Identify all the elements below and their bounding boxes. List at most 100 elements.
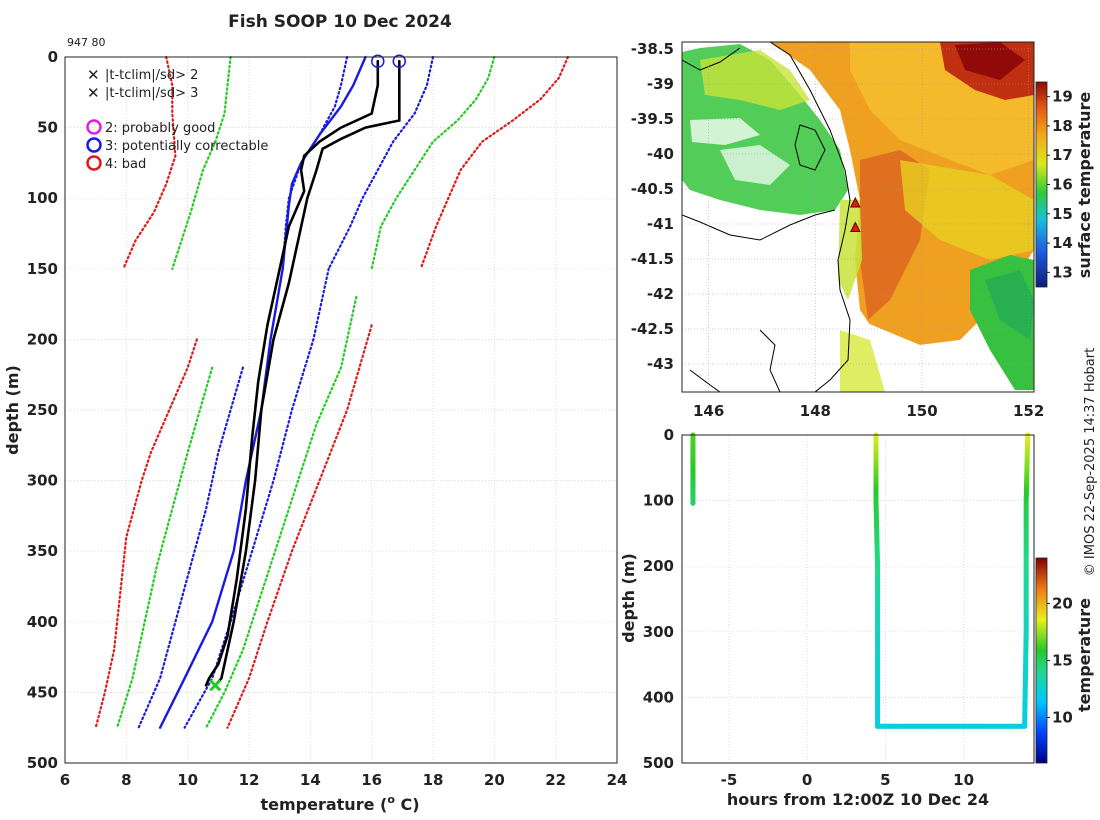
time-depth-y-label: depth (m)	[619, 553, 638, 643]
profile-series-line	[281, 55, 349, 270]
profile-y-tick-label: 450	[27, 683, 58, 701]
temperature-colorbar-tick-label: 20	[1052, 595, 1073, 613]
temperature-colorbar-tick-label: 10	[1052, 708, 1073, 726]
map-y-tick-label: -38.5	[631, 40, 674, 58]
footer-credit: © IMOS 22-Sep-2025 14:37 Hobart	[1083, 348, 1098, 576]
legend-red-cross-icon: ✕	[87, 84, 100, 102]
profile-series-line	[204, 59, 380, 687]
profile-x-tick-label: 8	[121, 771, 131, 789]
td-x-tick-label: 10	[953, 771, 974, 789]
profile-series-line	[183, 267, 330, 729]
legend-flag4-label: 4: bad	[105, 157, 146, 172]
legend-blue-circle-icon	[86, 137, 102, 153]
sst-colorbar-tick-label: 14	[1052, 234, 1073, 252]
profile-x-tick-label: 16	[361, 771, 382, 789]
sst-colorbar-label: surface temperature	[1075, 92, 1094, 279]
profile-x-ticks: 6 8 10 12 14 16 18 20 22 24	[60, 771, 628, 789]
profile-series-line	[327, 55, 435, 270]
time-depth-x-ticks: -5 0 5 10	[721, 771, 974, 789]
td-y-tick-label: 500	[643, 754, 674, 772]
profile-legend: ✕ |t-tclim|/sd> 2 ✕ |t-tclim|/sd> 3 2: p…	[86, 66, 268, 172]
td-x-tick-label: -5	[721, 771, 738, 789]
sst-map-grid	[682, 42, 1034, 392]
sst-colorbar-tick-label: 19	[1052, 88, 1073, 106]
profile-y-ticks: 0 50 100 150 200 250 300 350 400 450 500	[27, 48, 58, 772]
profile-y-tick-label: 0	[48, 48, 58, 66]
profile-series-line	[214, 59, 401, 687]
profile-x-tick-label: 24	[607, 771, 628, 789]
map-y-tick-label: -40.5	[631, 180, 674, 198]
map-x-tick-label: 152	[1013, 402, 1044, 420]
sst-colorbar-tick-label: 15	[1052, 205, 1073, 223]
profile-y-label: depth (m)	[3, 365, 22, 455]
td-y-tick-label: 100	[643, 492, 674, 510]
profile-x-tick-label: 12	[239, 771, 260, 789]
profile-y-tick-label: 250	[27, 401, 58, 419]
profile-y-tick-label: 100	[27, 189, 58, 207]
map-x-tick-label: 146	[693, 402, 724, 420]
td-y-tick-label: 0	[664, 426, 674, 444]
flag-circle-marker	[392, 54, 407, 68]
map-y-tick-label: -43	[647, 355, 674, 373]
time-depth-y-ticks: 0 100 200 300 400 500	[643, 426, 674, 772]
profile-series-line	[171, 55, 232, 270]
profile-series-line	[370, 55, 496, 270]
legend-red-circle-icon	[86, 155, 102, 171]
map-x-tick-label: 150	[906, 402, 937, 420]
sst-colorbar-tick-label: 18	[1052, 117, 1073, 135]
page-title: Fish SOOP 10 Dec 2024	[228, 12, 452, 32]
profile-grid	[64, 56, 618, 764]
td-x-tick-label: 0	[802, 771, 812, 789]
legend-cross3-label: |t-tclim|/sd> 3	[105, 86, 198, 101]
profile-series-line	[115, 366, 214, 729]
legend-cross2-label: |t-tclim|/sd> 2	[105, 68, 198, 83]
map-y-tick-label: -42	[647, 285, 674, 303]
sst-map-image	[682, 42, 1034, 392]
temperature-colorbar-label: temperature	[1075, 598, 1094, 712]
profile-x-label: temperature (o C)	[260, 793, 419, 814]
profile-series-line	[122, 55, 177, 270]
profile-series	[94, 55, 570, 729]
temperature-colorbar-ticks: 10 15 20	[1047, 595, 1073, 726]
profile-x-tick-label: 6	[60, 771, 70, 789]
ship-code: 947 80	[67, 36, 106, 49]
sst-colorbar-tick-label: 17	[1052, 146, 1073, 164]
sst-map-y-ticks: -38.5 -39 -39.5 -40 -40.5 -41 -41.5 -42 -42.5 -43	[631, 40, 674, 373]
profile-x-tick-label: 22	[545, 771, 566, 789]
sst-colorbar-tick-label: 13	[1052, 263, 1073, 281]
sst-map-drop-markers	[850, 196, 861, 232]
profile-y-tick-label: 350	[27, 542, 58, 560]
time-depth-x-label: hours from 12:00Z 10 Dec 24	[727, 790, 989, 809]
legend-flag3-label: 3: potentially correctable	[105, 139, 268, 154]
legend-magenta-circle-icon	[86, 119, 102, 135]
legend-green-cross-icon: ✕	[87, 66, 100, 84]
profile-series-line	[205, 295, 358, 729]
profile-y-tick-label: 50	[37, 119, 58, 137]
legend-flag2-label: 2: probably good	[105, 121, 215, 136]
drop-location-triangle	[850, 196, 861, 208]
temperature-colorbar-tick-label: 15	[1052, 652, 1073, 670]
profile-series-line	[226, 324, 373, 729]
drop-location-triangle	[850, 221, 861, 232]
sst-colorbar-ticks: 13 14 15 16 17 18 19	[1047, 88, 1073, 281]
profile-x-tick-label: 20	[484, 771, 505, 789]
profile-y-tick-label: 500	[27, 754, 58, 772]
map-y-tick-label: -40	[647, 145, 674, 163]
map-y-tick-label: -41.5	[631, 250, 674, 268]
map-y-tick-label: -41	[647, 215, 674, 233]
flag-circle-marker	[371, 54, 385, 68]
map-y-tick-label: -39	[647, 75, 674, 93]
td-y-tick-label: 400	[643, 688, 674, 706]
profile-y-tick-label: 400	[27, 613, 58, 631]
profile-x-tick-label: 18	[423, 771, 444, 789]
profile-x-tick-label: 10	[177, 771, 198, 789]
sst-map-x-ticks: 146 148 150 152	[693, 402, 1044, 420]
sst-colorbar	[1035, 81, 1048, 288]
profile-series-line	[94, 338, 198, 729]
temperature-colorbar	[1035, 557, 1048, 764]
profile-series-line	[137, 366, 244, 729]
sst-map-frame	[681, 41, 1035, 393]
map-y-tick-label: -42.5	[631, 320, 674, 338]
td-sample-point	[690, 500, 696, 506]
sst-colorbar-tick-label: 16	[1052, 176, 1073, 194]
